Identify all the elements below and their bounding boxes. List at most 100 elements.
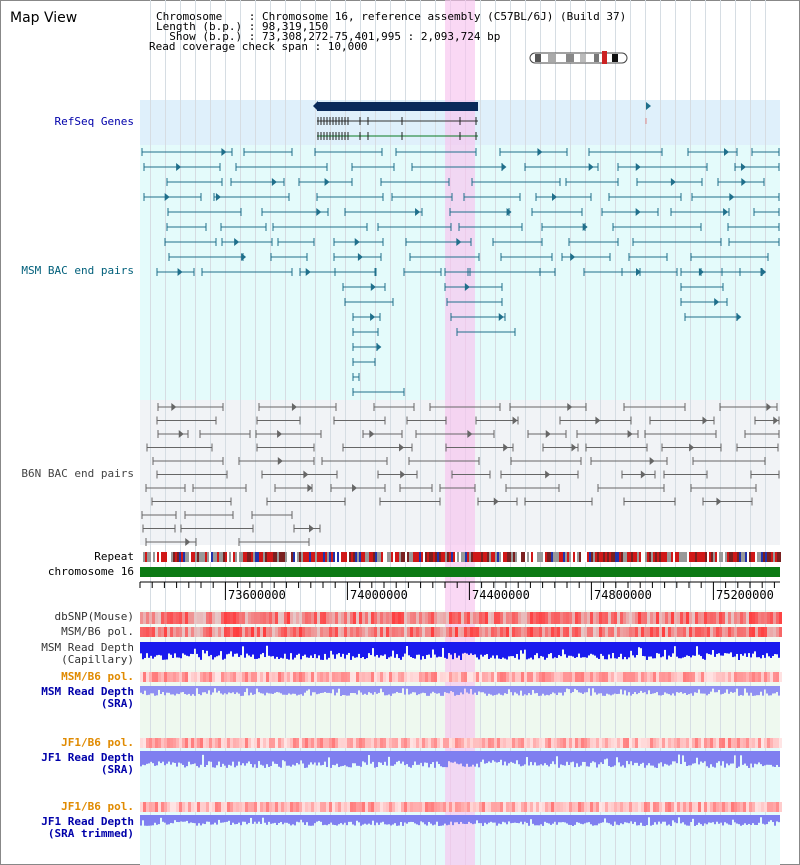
read-depth-bar	[696, 686, 698, 693]
read-depth-bar	[632, 686, 634, 694]
polymorphism-bar	[224, 672, 227, 682]
read-depth-bar	[730, 815, 732, 826]
read-depth-bar	[318, 686, 320, 694]
read-depth-bar	[516, 686, 518, 694]
gridline	[240, 0, 241, 865]
read-depth-bar	[778, 815, 780, 823]
polymorphism-bar	[284, 802, 287, 812]
repeat-bar	[591, 552, 593, 562]
read-depth-bar	[586, 815, 588, 823]
msm-pair-arrow	[724, 148, 730, 156]
repeat-bar	[605, 552, 607, 562]
read-depth-bar	[682, 751, 684, 756]
polymorphism-bar	[680, 802, 683, 812]
polymorphism-bar	[359, 612, 362, 624]
read-depth-bar	[448, 686, 450, 694]
read-depth-bar	[186, 686, 188, 695]
read-depth-bar	[430, 751, 432, 765]
read-depth-bar	[470, 642, 472, 654]
read-depth-bar	[646, 642, 648, 660]
read-depth-bar	[382, 686, 384, 693]
polymorphism-bar	[176, 738, 179, 748]
polymorphism-bar	[209, 802, 212, 812]
polymorphism-bar	[161, 612, 164, 624]
polymorphism-bar	[602, 738, 605, 748]
show-range-info: Show (b.p.) : 73,308,272-75,401,995 : 2,…	[156, 30, 501, 43]
read-depth-bar	[690, 686, 692, 694]
polymorphism-bar	[479, 738, 482, 748]
gridline	[480, 0, 481, 865]
polymorphism-bar	[179, 802, 182, 812]
read-depth-bar	[714, 751, 716, 768]
read-depth-bar	[240, 751, 242, 766]
polymorphism-bar	[698, 612, 701, 624]
polymorphism-bar	[287, 627, 290, 637]
read-depth-bar	[312, 686, 314, 693]
read-depth-bar	[658, 686, 660, 696]
read-depth-bar	[560, 751, 562, 765]
read-depth-bar	[576, 815, 578, 823]
polymorphism-bar	[263, 738, 266, 748]
polymorphism-bar	[236, 627, 239, 637]
polymorphism-bar	[560, 612, 563, 624]
polymorphism-bar	[533, 612, 536, 624]
read-depth-bar	[276, 642, 278, 657]
polymorphism-bar	[776, 738, 779, 748]
read-depth-bar	[222, 642, 224, 660]
polymorphism-bar	[320, 612, 323, 624]
polymorphism-bar	[503, 672, 506, 682]
polymorphism-bar	[611, 612, 614, 624]
repeat-bar	[203, 552, 205, 562]
polymorphism-bar	[416, 627, 419, 637]
polymorphism-bar	[557, 612, 560, 624]
polymorphism-bar	[218, 672, 221, 682]
read-depth-bar	[532, 815, 534, 824]
polymorphism-bar	[704, 627, 707, 637]
read-depth-bar	[204, 751, 206, 767]
repeat-bar	[699, 552, 701, 562]
read-depth-bar	[462, 751, 464, 767]
read-depth-bar	[580, 751, 582, 766]
read-depth-bar	[610, 642, 612, 659]
read-depth-bar	[260, 815, 262, 824]
polymorphism-bar	[332, 672, 335, 682]
b6n-pair-arrow	[171, 403, 177, 411]
read-depth-bar	[510, 815, 512, 824]
polymorphism-bar	[731, 802, 734, 812]
read-depth-bar	[600, 751, 602, 763]
track-label-b6n-bac[interactable]: B6N BAC end pairs	[21, 467, 134, 480]
polymorphism-bar	[188, 802, 191, 812]
read-depth-bar	[334, 642, 336, 659]
chromosome-ideogram[interactable]	[0, 0, 800, 80]
read-depth-bar	[712, 642, 714, 651]
polymorphism-bar	[593, 612, 596, 624]
read-depth-bar	[204, 686, 206, 693]
repeat-bar	[629, 552, 631, 562]
repeat-bar	[415, 552, 417, 562]
read-depth-bar	[680, 751, 682, 765]
track-label-refseq[interactable]: RefSeq Genes	[54, 115, 134, 128]
polymorphism-bar	[149, 612, 152, 624]
read-depth-bar	[660, 642, 662, 658]
track-label-msm-bac[interactable]: MSM BAC end pairs	[21, 264, 134, 277]
read-depth-bar	[694, 815, 696, 826]
read-depth-bar	[346, 815, 348, 826]
polymorphism-bar	[497, 627, 500, 637]
read-depth-bar	[480, 686, 482, 693]
polymorphism-bar	[248, 627, 251, 637]
polymorphism-bar	[260, 802, 263, 812]
read-depth-bar	[508, 815, 510, 822]
repeat-bar	[193, 552, 195, 562]
polymorphism-bar	[737, 672, 740, 682]
b6n-pair-arrow	[567, 403, 573, 411]
polymorphism-bar	[779, 612, 782, 624]
read-depth-bar	[572, 815, 574, 826]
read-depth-bar	[602, 642, 604, 656]
read-depth-bar	[212, 751, 214, 768]
read-depth-bar	[704, 642, 706, 660]
read-depth-bar	[224, 686, 226, 694]
read-depth-bar	[150, 686, 152, 694]
repeat-bar	[345, 552, 347, 562]
read-depth-bar	[418, 815, 420, 826]
